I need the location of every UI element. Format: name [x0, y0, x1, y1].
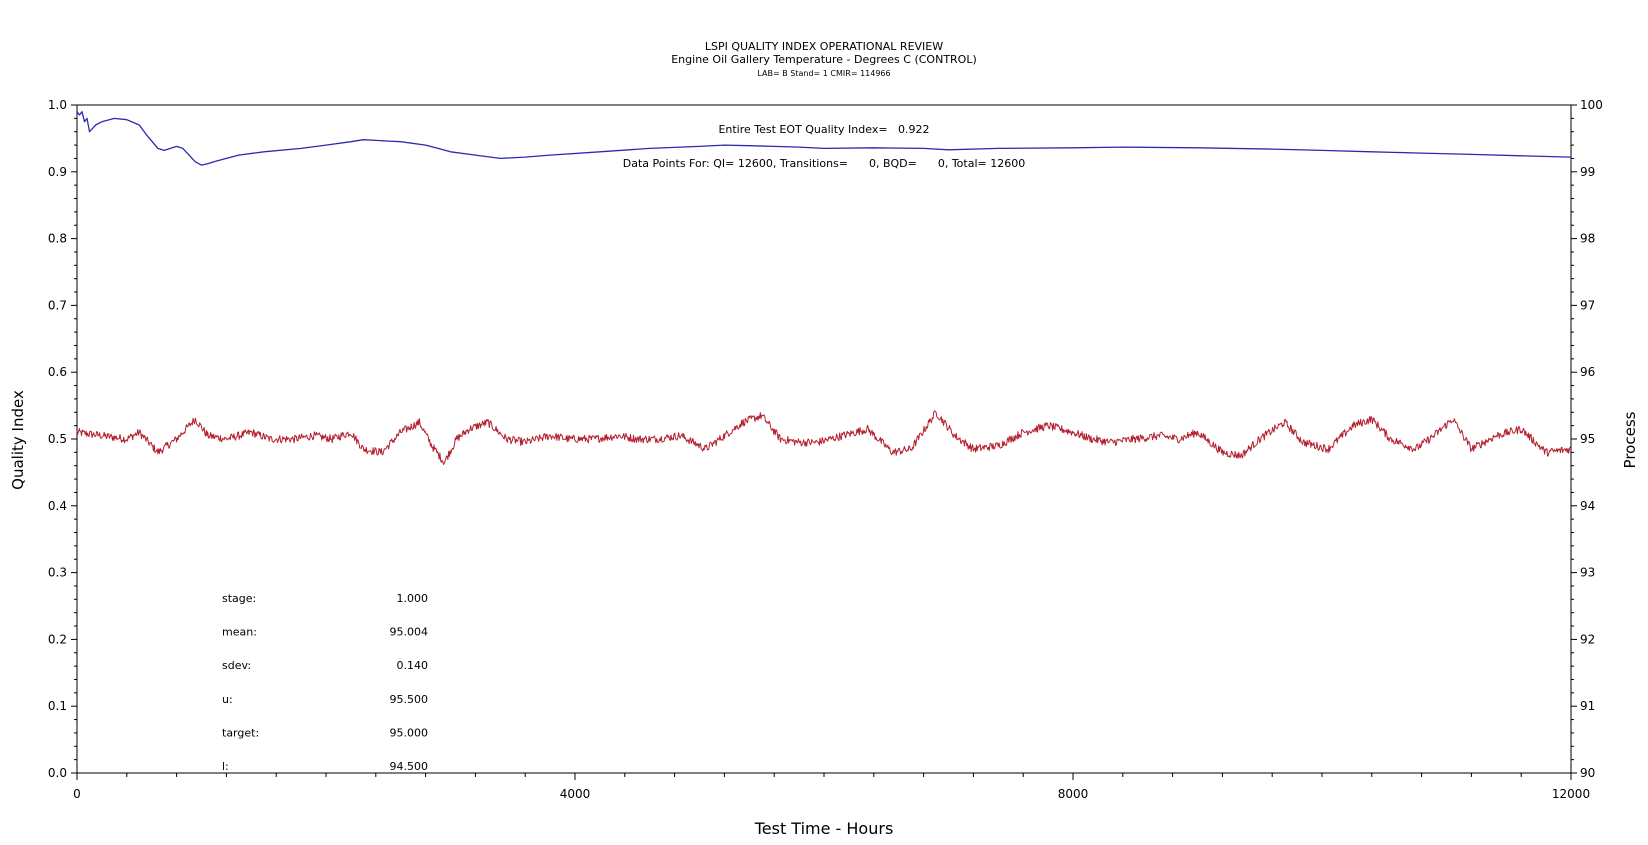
chart-subtitle: Engine Oil Gallery Temperature - Degrees…	[671, 53, 977, 66]
y-right-tick-label: 98	[1580, 232, 1595, 246]
bottom-axis-ticks: 0 4000 8000 12000	[73, 773, 1590, 801]
plot-frame	[76, 104, 1572, 774]
y-right-tick-label: 90	[1580, 766, 1595, 780]
stat-label: stage:	[222, 592, 256, 605]
process-series	[76, 410, 1572, 465]
y-left-tick-label: 0.3	[48, 566, 67, 580]
chart-title: LSPI QUALITY INDEX OPERATIONAL REVIEW	[705, 40, 943, 53]
y-left-tick-label: 0.5	[48, 432, 67, 446]
y-left-tick-label: 0.0	[48, 766, 67, 780]
data-points-annotation: Data Points For: QI= 12600, Transitions=…	[623, 157, 1025, 170]
stat-label: target:	[222, 726, 259, 739]
stat-value: 95.500	[390, 693, 429, 706]
series-layer	[76, 111, 1572, 465]
y-right-tick-label: 91	[1580, 699, 1595, 713]
quality-index-annotation: Entire Test EOT Quality Index= 0.922	[718, 123, 929, 136]
y-right-tick-label: 94	[1580, 499, 1595, 513]
y-left-tick-label: 0.4	[48, 499, 67, 513]
y-left-tick-label: 0.7	[48, 298, 67, 312]
y-axis-label-right: Process	[1621, 411, 1639, 468]
y-axis-label-left: Quality Index	[9, 390, 27, 490]
y-right-tick-label: 100	[1580, 98, 1603, 112]
stat-label: u:	[222, 693, 233, 706]
stat-value: 95.000	[390, 726, 429, 739]
x-tick-label: 8000	[1058, 787, 1089, 801]
y-left-tick-label: 0.2	[48, 632, 67, 646]
y-right-tick-label: 95	[1580, 432, 1595, 446]
y-left-tick-label: 0.1	[48, 699, 67, 713]
quality-index-series	[76, 111, 1572, 166]
stat-label: l:	[222, 760, 229, 773]
x-tick-label: 0	[73, 787, 81, 801]
stat-value: 1.000	[397, 592, 429, 605]
y-left-tick-label: 1.0	[48, 98, 67, 112]
x-axis-label: Test Time - Hours	[754, 819, 894, 838]
stat-value: 94.500	[390, 760, 429, 773]
y-right-tick-label: 96	[1580, 365, 1595, 379]
y-left-tick-label: 0.6	[48, 365, 67, 379]
x-tick-label: 12000	[1552, 787, 1590, 801]
stat-label: sdev:	[222, 659, 251, 672]
y-right-tick-label: 93	[1580, 566, 1595, 580]
y-right-tick-label: 92	[1580, 632, 1595, 646]
y-left-tick-label: 0.8	[48, 232, 67, 246]
right-axis-ticks: 90 91 92 93 94 95 96 97 98 99 100	[1571, 98, 1603, 780]
stats-block: stage: 1.000 mean: 95.004 sdev: 0.140 u: 95.500…	[222, 592, 428, 773]
stat-label: mean:	[222, 626, 257, 639]
chart-subtitle-2: LAB= B Stand= 1 CMIR= 114966	[757, 69, 890, 78]
y-right-tick-label: 99	[1580, 165, 1595, 179]
y-right-tick-label: 97	[1580, 298, 1595, 312]
x-tick-label: 4000	[560, 787, 591, 801]
stat-value: 95.004	[390, 626, 429, 639]
left-axis-ticks: 0.0 0.1 0.2 0.3 0.4 0.5 0.6 0.7 0.8 0.9 1.0	[48, 98, 77, 780]
stat-value: 0.140	[397, 659, 429, 672]
y-left-tick-label: 0.9	[48, 165, 67, 179]
